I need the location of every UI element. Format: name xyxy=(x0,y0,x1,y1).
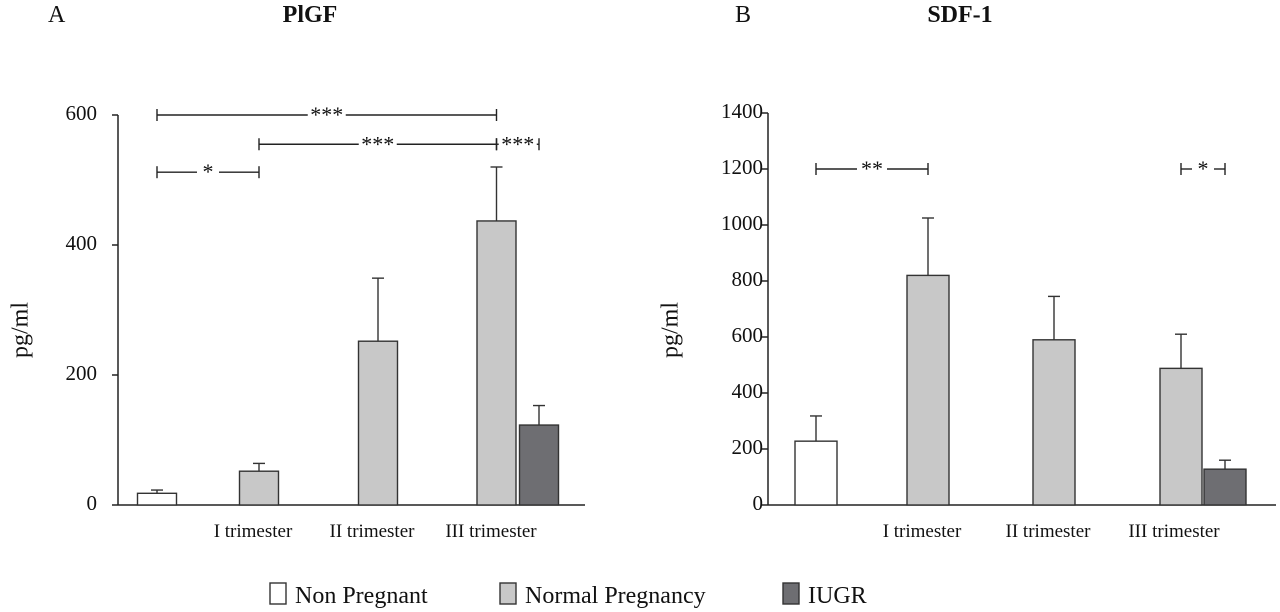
legend-label: Normal Pregnancy xyxy=(525,583,706,609)
x-category-label: II trimester xyxy=(1006,521,1092,542)
panel-letter: B xyxy=(735,2,751,28)
y-tick-label: 1000 xyxy=(721,211,763,235)
y-tick-label: 400 xyxy=(66,231,98,255)
significance-label: *** xyxy=(501,131,534,156)
legend-swatch xyxy=(499,582,517,605)
significance-bracket: *** xyxy=(495,131,540,156)
significance-bracket: *** xyxy=(258,131,498,156)
y-tick-label: 0 xyxy=(87,491,98,515)
y-tick-label: 200 xyxy=(732,435,764,459)
y-tick-label: 1400 xyxy=(721,99,763,123)
y-tick-label: 200 xyxy=(66,361,98,385)
panel-letter: A xyxy=(48,2,66,28)
significance-label: *** xyxy=(310,102,343,127)
bar-normal-pregnancy xyxy=(906,274,950,506)
significance-bracket: * xyxy=(156,159,260,184)
significance-label: ** xyxy=(861,156,883,181)
significance-bracket: * xyxy=(1180,156,1226,181)
significance-label: * xyxy=(203,159,214,184)
y-tick-label: 1200 xyxy=(721,155,763,179)
x-category-label: I trimester xyxy=(883,521,962,542)
legend-label: Non Pregnant xyxy=(295,583,428,609)
y-tick-label: 600 xyxy=(66,101,98,125)
panel-title: SDF-1 xyxy=(927,2,992,28)
significance-bracket: ** xyxy=(815,156,929,181)
bar-normal-pregnancy xyxy=(357,340,399,506)
legend-swatch xyxy=(782,582,800,605)
panel-title: PlGF xyxy=(283,2,338,28)
bar-non-pregnant xyxy=(794,440,838,506)
bar-normal-pregnancy xyxy=(238,470,280,506)
y-tick-label: 0 xyxy=(753,491,764,515)
bar-normal-pregnancy xyxy=(476,220,517,506)
y-tick-label: 600 xyxy=(732,323,764,347)
bar-non-pregnant xyxy=(136,492,178,506)
x-category-label: III trimester xyxy=(1128,521,1220,542)
significance-label: *** xyxy=(361,131,394,156)
bar-normal-pregnancy xyxy=(1032,339,1076,506)
y-axis-label: pg/ml xyxy=(658,302,684,358)
bar-iugr xyxy=(1203,468,1247,506)
legend-label: IUGR xyxy=(808,583,867,609)
legend-swatch xyxy=(269,582,287,605)
significance-bracket: *** xyxy=(156,102,498,127)
bar-normal-pregnancy xyxy=(1159,367,1203,506)
y-tick-label: 800 xyxy=(732,267,764,291)
y-tick-label: 400 xyxy=(732,379,764,403)
panel-b: B SDF-1 pg/ml 0 200 400 600 800 1000 1200 1400 I tr… xyxy=(658,2,1276,542)
x-category-label: III trimester xyxy=(445,521,537,542)
bar-iugr xyxy=(518,424,560,506)
y-axis-label: pg/ml xyxy=(8,302,34,358)
x-category-label: II trimester xyxy=(330,521,416,542)
significance-label: * xyxy=(1198,156,1209,181)
panel-a: A PlGF pg/ml 0 200 400 600 I trimester II trimes… xyxy=(8,2,585,542)
x-category-label: I trimester xyxy=(214,521,293,542)
legend: Non Pregnant Normal Pregnancy IUGR xyxy=(269,582,867,609)
